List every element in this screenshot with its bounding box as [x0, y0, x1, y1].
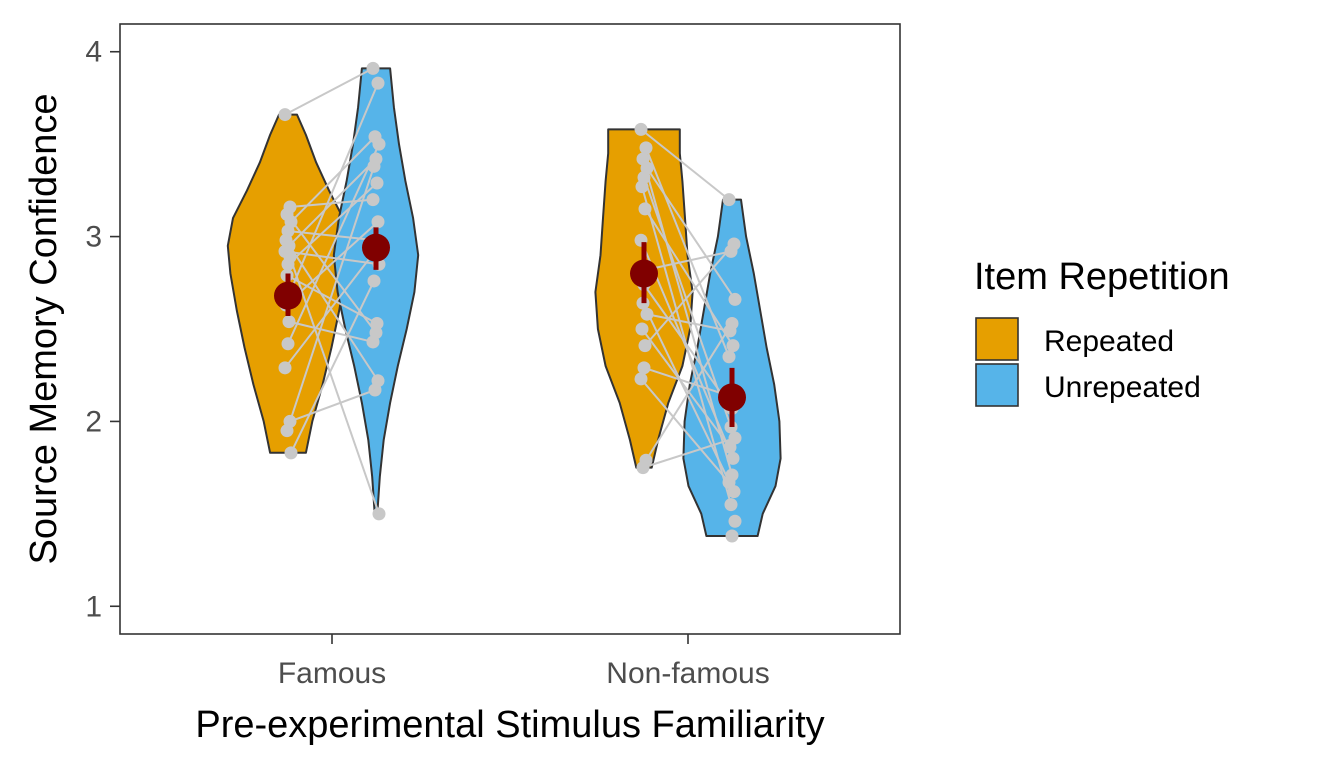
data-point [370, 176, 384, 190]
data-point [367, 274, 381, 288]
data-point [634, 122, 648, 136]
data-point [371, 76, 385, 90]
data-point [637, 361, 651, 375]
plot-border [119, 23, 901, 635]
data-point [722, 350, 736, 364]
legend-title: Item Repetition [974, 256, 1230, 298]
data-point [727, 485, 741, 499]
mean-point [274, 281, 302, 310]
connector-line [288, 158, 377, 247]
connector-line [642, 302, 735, 493]
legend-label-repeated: Repeated [1044, 325, 1174, 358]
plot-panel [120, 24, 900, 634]
connector-line [286, 274, 378, 325]
y-tick-label: 2 [85, 405, 102, 438]
connector-line [646, 167, 736, 300]
data-point [280, 424, 294, 438]
legend-key-unrepeated [975, 363, 1019, 407]
data-point [725, 529, 739, 543]
connector-line [641, 328, 731, 448]
data-point [372, 507, 386, 521]
connector-line [285, 221, 379, 306]
connector-line [290, 82, 379, 291]
x-tick-label: Famous [278, 657, 386, 690]
data-point [635, 180, 649, 194]
data-point [724, 498, 738, 512]
connector-line [640, 128, 730, 201]
data-point [723, 324, 737, 338]
data-point [366, 61, 380, 75]
connector-line [645, 147, 730, 358]
connector-line [646, 313, 731, 332]
mean-point [718, 383, 746, 412]
data-point [636, 461, 650, 475]
connector-line [289, 389, 376, 423]
connector-line [289, 256, 380, 515]
data-point [367, 159, 381, 173]
x-axis: Famous Non-famous [278, 634, 770, 690]
connector-line [644, 208, 734, 347]
data-point [278, 108, 292, 122]
data-point [372, 137, 386, 151]
connector-line [645, 322, 733, 461]
connector-line [290, 136, 376, 223]
data-point [638, 202, 652, 216]
data-point [278, 361, 292, 375]
data-point [366, 193, 380, 207]
connector-line [284, 67, 374, 116]
connector-line [288, 320, 374, 343]
legend-key-repeated [975, 317, 1019, 361]
data-point [366, 335, 380, 349]
data-point [724, 244, 738, 258]
y-tick-label: 1 [85, 590, 102, 623]
legend-label-unrepeated: Unrepeated [1044, 371, 1201, 404]
connector-line-layer [284, 67, 736, 515]
connector-line [644, 243, 735, 347]
data-point [638, 339, 652, 353]
data-point [282, 315, 296, 329]
data-point [368, 383, 382, 397]
connector-line [290, 280, 375, 454]
connector-line [642, 437, 736, 469]
data-point [281, 337, 295, 351]
data-point [726, 451, 740, 465]
y-tick-label: 3 [85, 221, 102, 254]
legend: Item Repetition Repeated Unrepeated [974, 256, 1230, 407]
x-axis-title: Pre-experimental Stimulus Familiarity [195, 704, 824, 746]
data-point [371, 215, 385, 229]
mean-point [362, 233, 390, 262]
data-point [722, 193, 736, 207]
data-point [635, 322, 649, 336]
connector-line [645, 250, 732, 271]
mean-point [630, 259, 658, 288]
connector-line [287, 182, 378, 266]
data-point [640, 307, 654, 321]
y-axis: 1 2 3 4 [85, 36, 120, 623]
data-point [726, 339, 740, 353]
data-point [639, 141, 653, 155]
y-tick-label: 4 [85, 36, 102, 69]
violin-layer [226, 67, 782, 537]
x-tick-label: Non-famous [606, 657, 769, 690]
data-point [284, 446, 298, 460]
data-point [723, 440, 737, 454]
data-point [728, 292, 742, 306]
connector-line [284, 250, 376, 369]
data-point [281, 257, 295, 271]
connector-line [287, 143, 380, 345]
connector-line [643, 284, 733, 410]
connector-line [640, 378, 730, 484]
data-point [728, 514, 742, 528]
mean-layer [274, 227, 746, 427]
y-axis-title: Source Memory Confidence [23, 94, 65, 565]
data-point [634, 372, 648, 386]
connector-line [286, 166, 375, 431]
